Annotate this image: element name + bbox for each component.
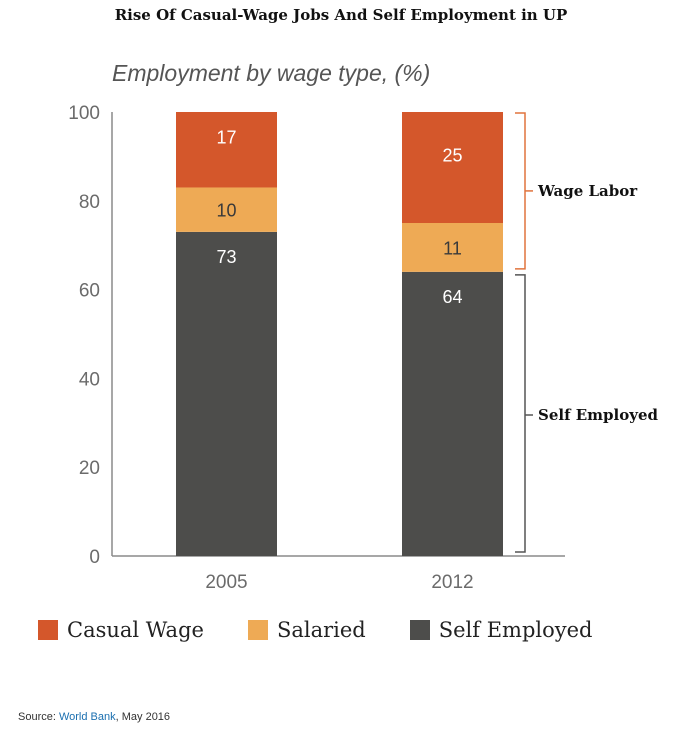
- legend-swatch-self-employed: [409, 620, 430, 640]
- y-tick-label-20: 20: [79, 458, 100, 479]
- data-label-2005-salaried: 10: [216, 201, 236, 221]
- wage-labor-bracket: [515, 112, 526, 270]
- source-link[interactable]: World Bank: [58, 711, 116, 723]
- source-note: Source: World Bank, May 2016: [18, 711, 170, 723]
- y-tick-label-0: 0: [89, 547, 100, 568]
- data-label-2012-salaried: 11: [443, 238, 462, 258]
- y-tick-label-60: 60: [79, 281, 100, 302]
- bar-2012-salaried: [402, 223, 503, 272]
- legend: Casual Wage Salaried Self Employed: [38, 618, 637, 642]
- data-label-2012-self-employed: 64: [442, 287, 462, 307]
- y-tick-label-80: 80: [79, 192, 100, 213]
- legend-label-salaried: Salaried: [276, 618, 366, 642]
- chart-title: Rise Of Casual-Wage Jobs And Self Employ…: [114, 6, 568, 24]
- source-suffix: , May 2016: [115, 711, 171, 723]
- self-employed-bracket: [515, 274, 526, 553]
- legend-label-self-employed: Self Employed: [438, 618, 593, 642]
- data-label-2005-self-employed: 73: [216, 247, 236, 267]
- legend-item-salaried: Salaried: [247, 618, 366, 642]
- wage-labor-label: Wage Labor: [537, 182, 638, 200]
- source-prefix: Source:: [18, 711, 59, 723]
- bar-2005-salaried: [176, 187, 277, 232]
- bar-2012-casual-wage: [402, 112, 503, 223]
- bar-2005-casual-wage: [176, 112, 277, 188]
- x-tick-label-2005: 2005: [205, 572, 247, 593]
- chart-subtitle: Employment by wage type, (%): [112, 60, 431, 86]
- legend-swatch-casual-wage: [38, 620, 58, 640]
- self-employed-label: Self Employed: [538, 406, 659, 424]
- bar-2012-self-employed: [402, 271, 503, 556]
- data-label-2012-casual-wage: 25: [442, 146, 462, 166]
- legend-label-casual-wage: Casual Wage: [67, 618, 204, 642]
- stacked-bar-chart: 0 20 40 60 80 100 73 10 17 2005 64 11 25 2012 Wage Lab…: [68, 103, 659, 593]
- y-tick-label-100: 100: [68, 103, 100, 124]
- legend-item-casual-wage: Casual Wage: [38, 618, 204, 642]
- data-label-2005-casual-wage: 17: [216, 128, 236, 148]
- x-tick-label-2012: 2012: [431, 572, 473, 593]
- legend-item-self-employed: Self Employed: [409, 618, 593, 642]
- bar-2005-self-employed: [176, 231, 277, 556]
- y-tick-label-40: 40: [79, 369, 100, 390]
- legend-swatch-salaried: [247, 620, 268, 640]
